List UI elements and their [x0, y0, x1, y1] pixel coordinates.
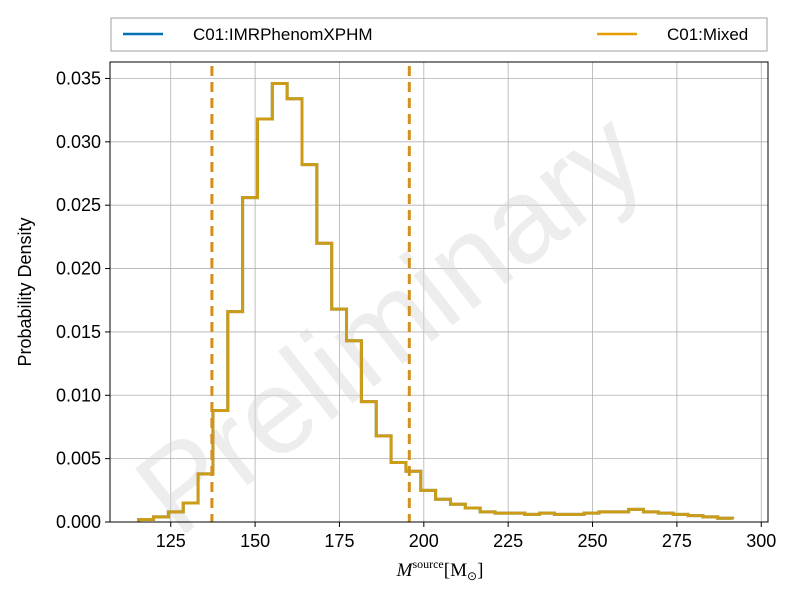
legend-label-imrphenomxphm: C01:IMRPhenomXPHM — [193, 25, 373, 44]
grid-lines — [110, 62, 768, 523]
y-tick-label: 0.005 — [56, 449, 101, 469]
x-axis-ticks: 125 150 175 200 225 250 275 300 — [156, 522, 776, 551]
histogram-series — [137, 82, 735, 522]
x-tick-label: 150 — [240, 531, 270, 551]
watermark-text: Preliminary — [112, 85, 667, 560]
legend: C01:IMRPhenomXPHM C01:Mixed — [110, 17, 768, 52]
x-tick-label: 250 — [578, 531, 608, 551]
legend-label-mixed: C01:Mixed — [667, 25, 748, 44]
histogram-step-c01-mixed — [137, 82, 735, 522]
credible-interval-lines — [210, 66, 411, 522]
y-axis-label: Probability Density — [15, 217, 35, 366]
plot-frame — [109, 61, 769, 523]
y-tick-label: 0.000 — [56, 512, 101, 532]
y-tick-label: 0.025 — [56, 195, 101, 215]
y-tick-label: 0.020 — [56, 259, 101, 279]
x-tick-label: 125 — [156, 531, 186, 551]
x-tick-label: 275 — [662, 531, 692, 551]
y-tick-label: 0.010 — [56, 385, 101, 405]
x-tick-label: 175 — [324, 531, 354, 551]
x-tick-label: 225 — [493, 531, 523, 551]
y-axis-ticks: 0.000 0.005 0.010 0.015 0.020 0.025 0.030 0.035 — [56, 68, 110, 532]
x-tick-label: 200 — [409, 531, 439, 551]
legend-box — [110, 17, 768, 52]
y-tick-label: 0.030 — [56, 132, 101, 152]
y-tick-label: 0.015 — [56, 322, 101, 342]
x-tick-label: 300 — [746, 531, 776, 551]
y-tick-label: 0.035 — [56, 68, 101, 88]
x-axis-label: Msource[M⊙] — [396, 557, 484, 583]
